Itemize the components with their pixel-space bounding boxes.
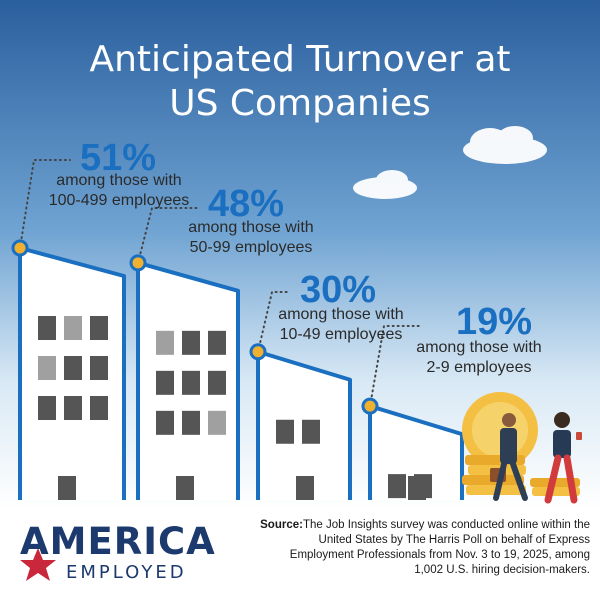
bar-marker-3 bbox=[249, 343, 267, 361]
leader-line-3 bbox=[257, 291, 291, 353]
door bbox=[296, 476, 314, 500]
desc-label-1-line1: among those with bbox=[56, 172, 182, 189]
logo-text-top: AMERICA bbox=[20, 520, 216, 563]
cloud-icon-small bbox=[353, 170, 417, 199]
window bbox=[38, 316, 56, 340]
desc-label-2: among those with 50-99 employees bbox=[176, 218, 326, 258]
bar-marker-2 bbox=[129, 254, 147, 272]
window bbox=[90, 396, 108, 420]
window bbox=[64, 356, 82, 380]
leader-line-1 bbox=[19, 159, 71, 249]
desc-label-3: among those with 10-49 employees bbox=[266, 305, 416, 345]
desc-label-2-line1: among those with bbox=[188, 219, 314, 236]
bar-outline-1 bbox=[18, 246, 126, 500]
leader-line-2 bbox=[137, 207, 201, 264]
source-label: Source: bbox=[260, 519, 303, 531]
window bbox=[156, 410, 174, 435]
businessman-icon bbox=[490, 413, 528, 501]
window bbox=[64, 396, 82, 420]
window bbox=[388, 474, 406, 499]
bar-markers bbox=[11, 239, 379, 415]
window bbox=[182, 410, 200, 435]
value-label-2: 48% bbox=[208, 183, 285, 225]
window bbox=[182, 330, 200, 355]
window bbox=[208, 370, 226, 395]
window bbox=[276, 419, 294, 444]
bar-outline-3 bbox=[256, 349, 352, 500]
window bbox=[208, 410, 226, 435]
title-line-2: US Companies bbox=[169, 83, 431, 124]
window bbox=[90, 316, 108, 340]
desc-label-3-line2: 10-49 employees bbox=[279, 326, 403, 343]
footer-background bbox=[0, 510, 600, 600]
window bbox=[38, 396, 56, 420]
america-employed-logo: AMERICA EMPLOYED bbox=[20, 522, 252, 584]
desc-label-1-line2: 100-499 employees bbox=[48, 192, 190, 209]
desc-label-4-line2: 2-9 employees bbox=[426, 359, 532, 376]
buildings-bars bbox=[18, 246, 464, 500]
source-text: The Job Insights survey was conducted on… bbox=[289, 519, 590, 576]
window bbox=[208, 330, 226, 355]
desc-label-3-line1: among those with bbox=[278, 306, 404, 323]
window bbox=[38, 356, 56, 380]
value-label-1: 51% bbox=[80, 137, 157, 179]
desc-label-2-line2: 50-99 employees bbox=[189, 239, 313, 256]
leader-line-4 bbox=[369, 325, 421, 408]
desc-label-4: among those with 2-9 employees bbox=[404, 338, 554, 378]
title-line-1: Anticipated Turnover at bbox=[89, 39, 511, 80]
cloud-icon bbox=[463, 126, 547, 164]
desc-label-1: among those with 100-499 employees bbox=[44, 171, 194, 211]
star-icon bbox=[20, 548, 56, 581]
bar-outline-2 bbox=[136, 260, 240, 500]
door bbox=[408, 476, 426, 500]
value-label-4: 19% bbox=[456, 301, 533, 343]
window bbox=[156, 330, 174, 355]
window bbox=[90, 356, 108, 380]
page-title: Anticipated Turnover at US Companies bbox=[0, 38, 600, 126]
bar-outline-4 bbox=[368, 404, 464, 500]
source-note: Source:The Job Insights survey was condu… bbox=[260, 518, 590, 578]
door bbox=[176, 476, 194, 500]
value-label-3: 30% bbox=[300, 269, 377, 311]
window bbox=[302, 419, 320, 444]
window bbox=[182, 370, 200, 395]
window bbox=[64, 316, 82, 340]
bar-marker-1 bbox=[11, 239, 29, 257]
desc-label-4-line1: among those with bbox=[416, 339, 542, 356]
door bbox=[58, 476, 76, 500]
leader-lines bbox=[19, 159, 421, 408]
businesswoman-icon bbox=[544, 412, 582, 504]
window bbox=[156, 370, 174, 395]
logo-text-bottom: EMPLOYED bbox=[66, 562, 187, 583]
bar-marker-4 bbox=[361, 397, 379, 415]
